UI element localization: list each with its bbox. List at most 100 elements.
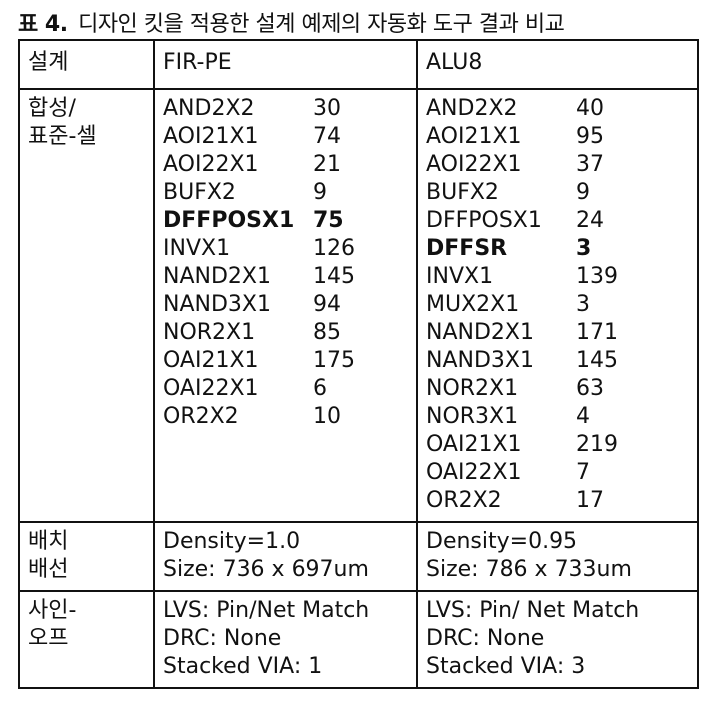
cell-entry: OAI21X1 219 — [426, 431, 697, 459]
cell-entry: NOR2X1 85 — [163, 319, 416, 347]
table-title: 디자인 킷을 적용한 설계 예제의 자동화 도구 결과 비교 — [78, 12, 565, 37]
cell-name: BUFX2 — [426, 180, 499, 205]
cell-entry: AOI22X1 21 — [163, 151, 416, 179]
cell-count: 94 — [313, 292, 341, 317]
fir-pe-density: Density=1.0 — [163, 529, 301, 554]
cell-count: 30 — [313, 96, 341, 121]
cell-entry: NAND2X1 145 — [163, 263, 416, 291]
cell-count: 6 — [313, 376, 327, 401]
alu8-stacked-via: Stacked VIA: 3 — [426, 654, 586, 679]
cell-entry: BUFX2 9 — [163, 179, 416, 207]
alu8-cell-list: AND2X2 40 AOI21X1 95 AOI22X1 37 BUFX2 9 DFFPOSX1… — [416, 88, 699, 523]
cell-count: 3 — [576, 292, 590, 317]
cell-name: NOR3X1 — [426, 404, 519, 429]
alu8-density: Density=0.95 — [426, 529, 578, 554]
cell-count: 145 — [313, 264, 355, 289]
cell-count: 3 — [576, 236, 592, 261]
fir-pe-lvs: LVS: Pin/Net Match — [163, 598, 370, 623]
cell-count: 24 — [576, 208, 604, 233]
alu8-lvs: LVS: Pin/ Net Match — [426, 598, 640, 623]
cell-name: NOR2X1 — [426, 376, 519, 401]
cell-entry: INVX1 126 — [163, 235, 416, 263]
cell-name: NOR2X1 — [163, 320, 256, 345]
cell-entry: NOR2X1 63 — [426, 375, 697, 403]
cell-entry: OAI22X1 6 — [163, 375, 416, 403]
header-design: 설계 — [18, 39, 155, 90]
cell-entry: OR2X2 17 — [426, 487, 697, 515]
fir-pe-stacked-via: Stacked VIA: 1 — [163, 654, 323, 679]
cell-count: 85 — [313, 320, 341, 345]
cell-name: DFFPOSX1 — [163, 208, 295, 233]
cell-name: OAI21X1 — [163, 348, 259, 373]
cell-entry: NOR3X1 4 — [426, 403, 697, 431]
cell-entry: OR2X2 10 — [163, 403, 416, 431]
cell-name: NAND2X1 — [163, 264, 271, 289]
cell-count: 139 — [576, 264, 618, 289]
cell-count: 9 — [313, 180, 327, 205]
synthesis-row: 합성/ 표준-셀 AND2X2 30 AOI21X1 74 AOI22X1 21 BUFX2… — [18, 88, 699, 523]
alu8-size: Size: 786 x 733um — [426, 557, 632, 582]
cell-count: 4 — [576, 404, 590, 429]
cell-entry: AOI21X1 95 — [426, 123, 697, 151]
signoff-label: 사인- 오프 — [18, 590, 155, 689]
cell-entry: OAI21X1 175 — [163, 347, 416, 375]
cell-entry: INVX1 139 — [426, 263, 697, 291]
fir-pe-size: Size: 736 x 697um — [163, 557, 369, 582]
cell-count: 95 — [576, 124, 604, 149]
cell-name: OAI22X1 — [163, 376, 259, 401]
cell-name: AOI22X1 — [426, 152, 522, 177]
cell-count: 171 — [576, 320, 618, 345]
cell-count: 9 — [576, 180, 590, 205]
cell-entry: MUX2X1 3 — [426, 291, 697, 319]
cell-name: AOI21X1 — [163, 124, 259, 149]
cell-name: BUFX2 — [163, 180, 236, 205]
cell-count: 175 — [313, 348, 355, 373]
cell-entry: NAND3X1 145 — [426, 347, 697, 375]
cell-count: 126 — [313, 236, 355, 261]
cell-entry: DFFSR 3 — [426, 235, 697, 263]
cell-name: OR2X2 — [163, 404, 239, 429]
cell-count: 40 — [576, 96, 604, 121]
fir-pe-cell-list: AND2X2 30 AOI21X1 74 AOI22X1 21 BUFX2 9 DFFPOSX1… — [153, 88, 418, 523]
cell-entry: DFFPOSX1 24 — [426, 207, 697, 235]
alu8-signoff: LVS: Pin/ Net Match DRC: None Stacked VI… — [416, 590, 699, 689]
cell-entry: NAND3X1 94 — [163, 291, 416, 319]
cell-count: 21 — [313, 152, 341, 177]
table-number: 표 4. — [18, 12, 68, 37]
cell-entry: AND2X2 40 — [426, 95, 697, 123]
cell-name: INVX1 — [426, 264, 494, 289]
cell-name: NAND3X1 — [163, 292, 271, 317]
alu8-placement: Density=0.95 Size: 786 x 733um — [416, 521, 699, 592]
cell-name: DFFSR — [426, 236, 508, 261]
cell-name: OAI22X1 — [426, 460, 522, 485]
fir-pe-signoff: LVS: Pin/Net Match DRC: None Stacked VIA… — [153, 590, 418, 689]
fir-pe-drc: DRC: None — [163, 626, 282, 651]
table-caption: 표 4. 디자인 킷을 적용한 설계 예제의 자동화 도구 결과 비교 — [18, 6, 565, 38]
header-fir-pe: FIR-PE — [153, 39, 418, 90]
cell-name: DFFPOSX1 — [426, 208, 542, 233]
synthesis-label: 합성/ 표준-셀 — [18, 88, 155, 523]
cell-count: 219 — [576, 432, 618, 457]
cell-count: 75 — [313, 208, 344, 233]
fir-pe-placement: Density=1.0 Size: 736 x 697um — [153, 521, 418, 592]
signoff-row: 사인- 오프 LVS: Pin/Net Match DRC: None Stac… — [18, 590, 699, 689]
placement-label: 배치 배선 — [18, 521, 155, 592]
cell-name: AND2X2 — [426, 96, 518, 121]
cell-entry: AND2X2 30 — [163, 95, 416, 123]
cell-name: OAI21X1 — [426, 432, 522, 457]
cell-count: 17 — [576, 488, 604, 513]
cell-name: AOI22X1 — [163, 152, 259, 177]
cell-entry: NAND2X1 171 — [426, 319, 697, 347]
cell-name: NAND2X1 — [426, 320, 534, 345]
cell-entry: BUFX2 9 — [426, 179, 697, 207]
cell-count: 37 — [576, 152, 604, 177]
cell-name: AND2X2 — [163, 96, 255, 121]
cell-entry: OAI22X1 7 — [426, 459, 697, 487]
header-alu8: ALU8 — [416, 39, 699, 90]
cell-count: 145 — [576, 348, 618, 373]
cell-name: MUX2X1 — [426, 292, 520, 317]
cell-entry: DFFPOSX1 75 — [163, 207, 416, 235]
cell-name: NAND3X1 — [426, 348, 534, 373]
cell-count: 74 — [313, 124, 341, 149]
cell-name: AOI21X1 — [426, 124, 522, 149]
